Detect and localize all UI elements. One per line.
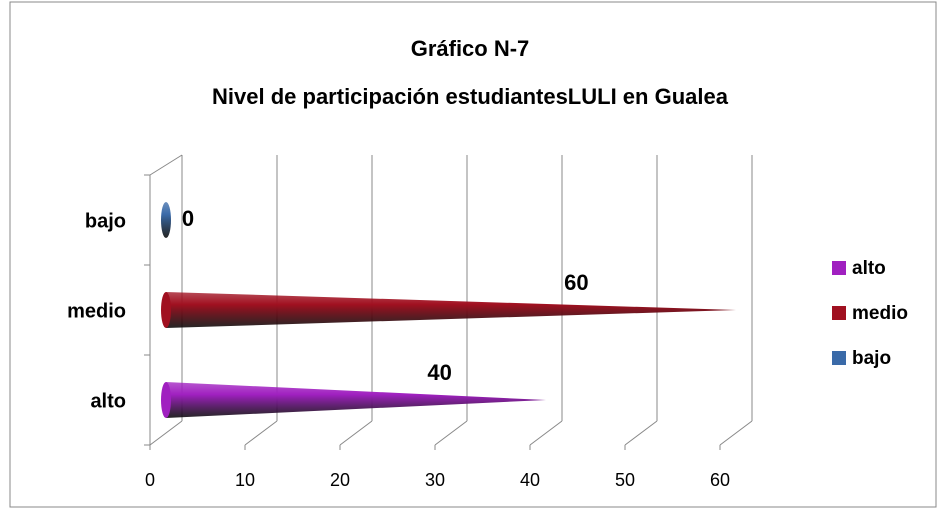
data-label: 0 (182, 206, 194, 231)
grid-line (244, 420, 278, 446)
x-tick-label: 20 (330, 470, 350, 490)
chart-title: Nivel de participación estudiantesLULI e… (212, 84, 729, 109)
chart-title: Gráfico N-7 (411, 36, 530, 61)
grid-line (434, 420, 468, 446)
legend-label: alto (852, 258, 886, 279)
grid-line (149, 420, 183, 446)
x-tick-label: 60 (710, 470, 730, 490)
cone-bar (161, 202, 171, 238)
grid-line (624, 420, 658, 446)
y-tick-label: alto (90, 390, 126, 412)
legend-label: medio (852, 303, 908, 324)
cone-base (161, 292, 171, 328)
x-tick-label: 0 (145, 470, 155, 490)
x-tick-label: 30 (425, 470, 445, 490)
y-tick-label: medio (67, 300, 126, 322)
x-tick-label: 10 (235, 470, 255, 490)
data-label: 40 (427, 360, 451, 385)
cone-bar (166, 382, 546, 418)
legend-swatch (832, 306, 846, 320)
chart-border (9, 1, 937, 508)
legend-swatch (832, 351, 846, 365)
y-tick-label: bajo (85, 210, 126, 232)
x-tick-label: 40 (520, 470, 540, 490)
cone-bar (166, 292, 736, 328)
back-wall-edge (149, 154, 183, 176)
legend-label: bajo (852, 348, 891, 369)
x-tick-label: 50 (615, 470, 635, 490)
grid-line (719, 420, 753, 446)
legend-swatch (832, 261, 846, 275)
data-label: 60 (564, 270, 588, 295)
grid-line (339, 420, 373, 446)
grid-line (529, 420, 563, 446)
cone-base (161, 382, 171, 418)
